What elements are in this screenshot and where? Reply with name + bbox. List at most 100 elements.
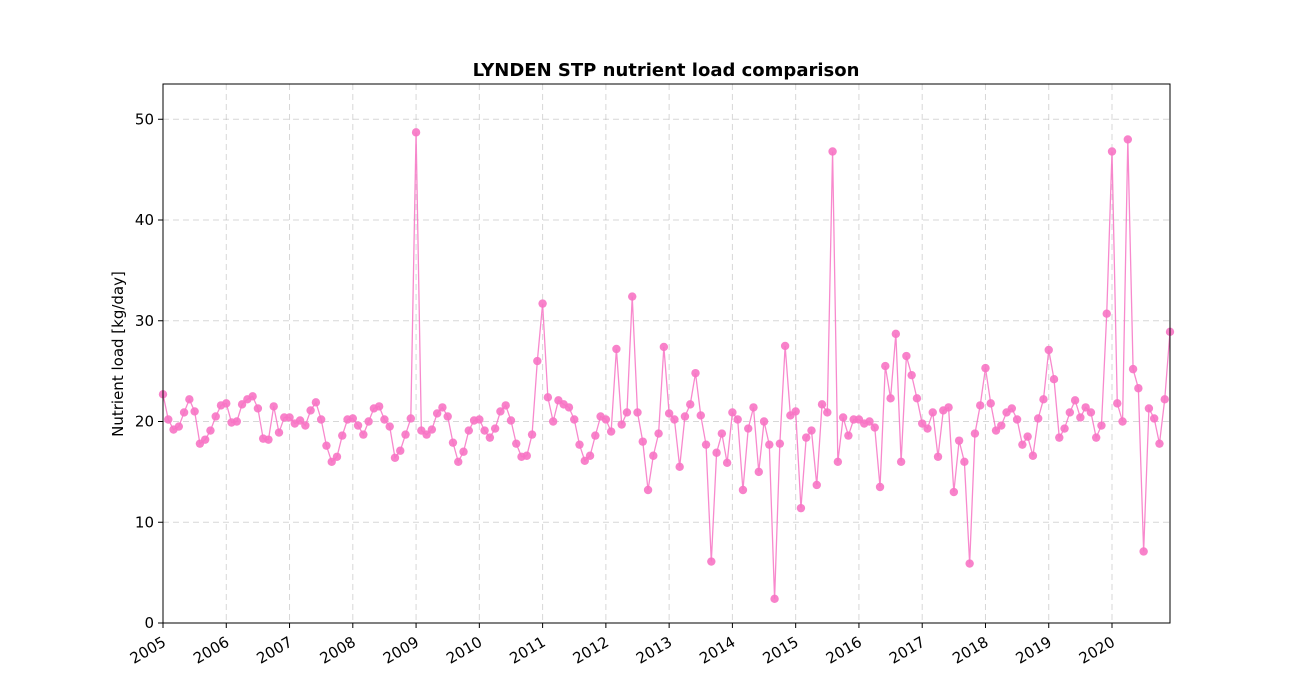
data-point (886, 394, 895, 403)
data-point (385, 422, 394, 431)
x-tick-label: 2006 (190, 633, 232, 668)
data-point (896, 457, 906, 466)
data-point (185, 395, 194, 404)
data-point (823, 408, 832, 417)
data-point (865, 417, 874, 426)
x-tick-label: 2016 (823, 633, 865, 668)
data-point (707, 557, 716, 566)
y-tick-label: 30 (135, 312, 154, 330)
data-point (664, 409, 674, 418)
data-point (617, 420, 626, 429)
x-tick-label: 2015 (760, 633, 802, 668)
plot-frame (162, 83, 1171, 624)
data-point (654, 429, 663, 438)
data-point (812, 480, 821, 490)
data-point (1076, 413, 1085, 422)
data-point (448, 438, 458, 447)
data-point (844, 431, 853, 440)
data-point (359, 430, 368, 439)
data-point (780, 341, 790, 351)
series-layer (158, 128, 1175, 604)
data-point (828, 147, 837, 156)
data-point (438, 403, 447, 412)
data-point (522, 451, 531, 460)
data-point (775, 439, 785, 448)
data-point (496, 407, 505, 416)
data-point (427, 425, 437, 434)
data-point (686, 400, 695, 409)
data-point (986, 399, 995, 408)
data-point (548, 417, 558, 426)
data-point (527, 430, 537, 439)
data-point (765, 440, 774, 449)
data-point (480, 426, 489, 435)
data-point (1065, 408, 1075, 417)
data-point (918, 419, 927, 428)
data-point (633, 408, 642, 417)
data-point (485, 433, 495, 442)
data-point (1018, 440, 1027, 449)
data-point (875, 482, 885, 492)
data-point (1118, 417, 1127, 426)
data-point (796, 503, 806, 513)
data-point (348, 414, 357, 423)
data-point (564, 403, 574, 412)
data-point (902, 351, 911, 361)
data-point (728, 408, 737, 417)
data-point (570, 415, 579, 424)
data-point (691, 368, 700, 378)
x-tick-label: 2020 (1076, 633, 1118, 668)
data-point (675, 462, 684, 472)
data-point (396, 446, 405, 455)
data-point (1055, 433, 1064, 442)
data-point (970, 429, 980, 438)
data-point (712, 448, 721, 457)
data-point (538, 299, 547, 308)
series-line (162, 132, 1171, 599)
data-point (944, 403, 953, 412)
data-point (1044, 345, 1053, 355)
data-point (833, 457, 843, 466)
data-point (575, 440, 584, 449)
data-point (659, 342, 669, 352)
data-point (1081, 403, 1090, 412)
data-point (628, 292, 637, 301)
chart-title: LYNDEN STP nutrient load comparison (473, 60, 860, 81)
data-point (923, 424, 932, 433)
data-point (1160, 395, 1169, 404)
data-point (585, 451, 595, 460)
data-point (1123, 135, 1133, 144)
data-point (390, 453, 400, 462)
data-point (512, 439, 521, 448)
x-tick-label: 2007 (253, 633, 295, 668)
data-point (401, 430, 410, 439)
data-point (1097, 421, 1106, 430)
y-axis-label: Nutrient load [kg/day] (109, 271, 127, 437)
data-point (327, 457, 336, 466)
data-point (432, 409, 442, 418)
y-tick-layer: 0 10 20 30 40 50 (135, 110, 163, 632)
y-tick-label: 20 (135, 413, 154, 431)
data-point (353, 421, 363, 430)
data-point (1155, 439, 1164, 448)
data-point (190, 407, 199, 416)
data-point (200, 435, 210, 444)
x-tick-label: 2010 (443, 633, 485, 668)
data-point (332, 452, 342, 461)
data-point (1060, 424, 1069, 433)
data-point (543, 393, 553, 402)
data-point (1023, 432, 1032, 441)
data-point (533, 356, 542, 366)
x-tick-label: 2008 (317, 633, 359, 668)
data-point (443, 412, 452, 421)
data-point (1134, 384, 1143, 393)
data-point (807, 426, 816, 435)
data-point (976, 401, 985, 410)
data-point (601, 415, 611, 424)
data-point (322, 441, 331, 450)
data-point (733, 415, 742, 424)
data-point (928, 408, 937, 417)
data-point (907, 370, 916, 380)
data-point (374, 402, 384, 411)
